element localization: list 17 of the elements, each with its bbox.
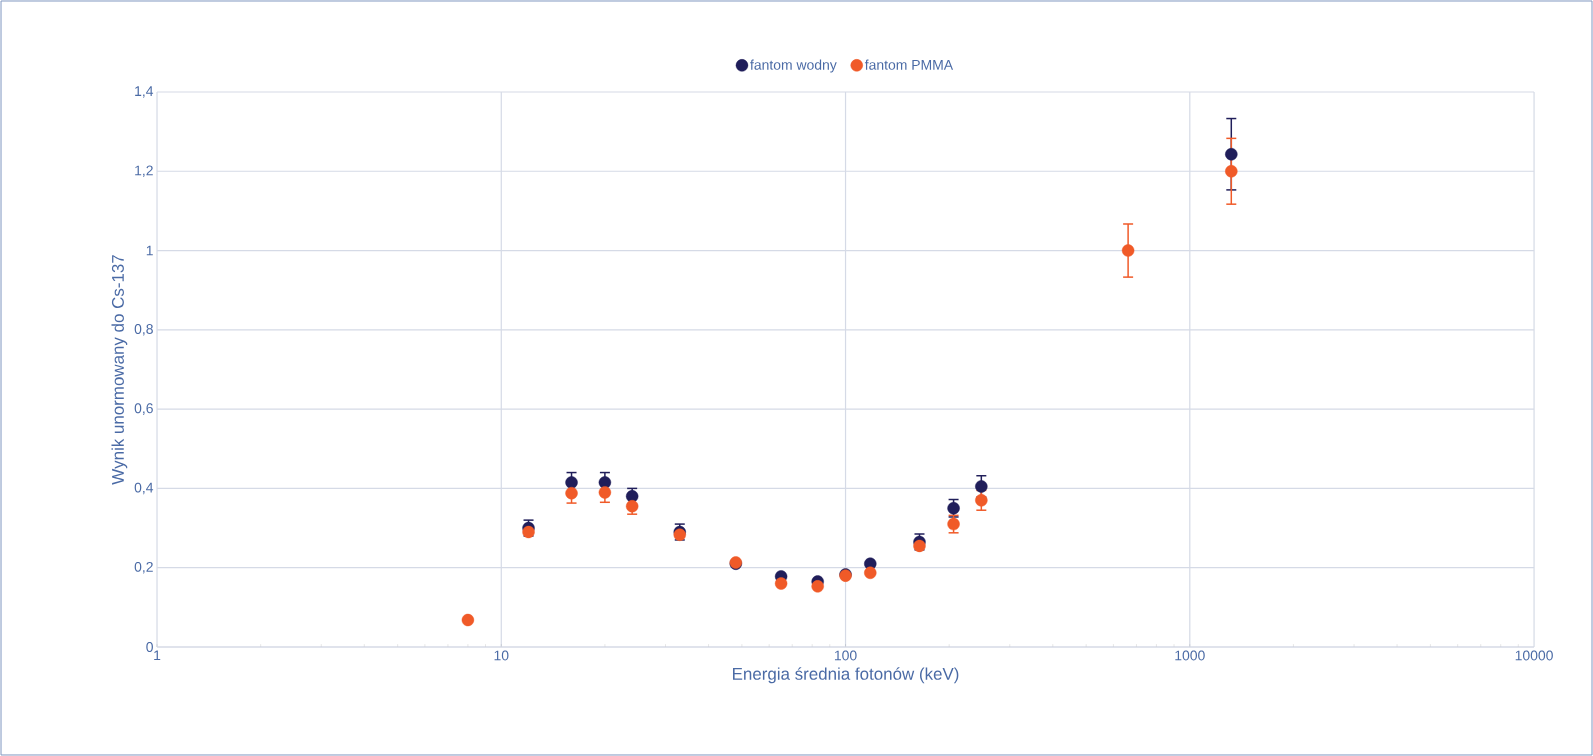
- y-tick-label: 1: [146, 245, 153, 256]
- x-tick-label: 100: [834, 650, 857, 661]
- x-tick-label: 1000: [1175, 650, 1205, 661]
- y-tick-label: 0,2: [134, 561, 153, 574]
- y-axis-title: Wynik unormowany do Cs-137: [111, 255, 128, 485]
- y-tick-label: 1,4: [135, 86, 154, 98]
- x-axis-title: Energia średnia fotonów (keV): [733, 667, 959, 684]
- legend-label: fantom PMMA: [864, 59, 954, 70]
- y-tick-label: 1,2: [135, 165, 153, 178]
- y-tick-label: 0: [146, 642, 153, 652]
- y-tick-label: 0,6: [134, 403, 153, 415]
- x-tick-label: 10000: [1515, 650, 1553, 661]
- x-tick-label: 10: [494, 650, 509, 661]
- x-tick-label: 1: [154, 650, 161, 661]
- y-tick-label: 0,4: [134, 482, 154, 495]
- y-tick-label: 0,8: [134, 324, 153, 336]
- legend-label: fantom wodny: [750, 59, 837, 73]
